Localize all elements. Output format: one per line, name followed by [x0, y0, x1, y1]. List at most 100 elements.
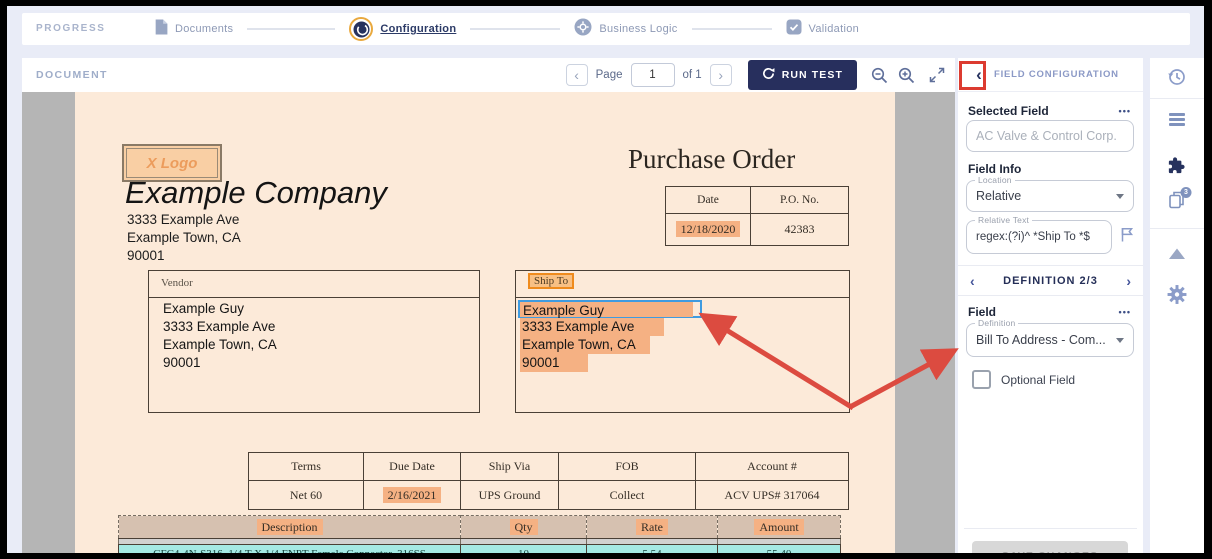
next-page-button[interactable]: ›	[709, 64, 732, 86]
upload-triangle-icon	[1169, 248, 1185, 259]
selected-field-input[interactable]	[966, 120, 1134, 152]
vendor-box: Vendor Example Guy 3333 Example Ave Exam…	[148, 270, 480, 413]
terms-table: Terms Due Date Ship Via FOB Account # Ne…	[248, 452, 849, 510]
definition-nav-label: DEFINITION 2/3	[1003, 275, 1098, 287]
more-options-icon: •••	[1118, 106, 1131, 116]
line-item-row: CFC4-4N-S316, 1/4 T X 1/4 FNPT Female Co…	[118, 544, 841, 553]
page-number-input[interactable]	[630, 63, 675, 87]
list-bars-icon	[1169, 113, 1185, 126]
step-label: Configuration	[380, 23, 457, 35]
zoom-in-icon	[898, 67, 915, 83]
flag-button[interactable]	[1119, 226, 1135, 246]
progress-label: PROGRESS	[36, 23, 106, 34]
purchase-order-title: Purchase Order	[628, 144, 796, 174]
validation-check-icon	[786, 19, 802, 40]
item-qty-cell[interactable]: 10	[460, 544, 587, 553]
configuration-icon	[349, 17, 374, 41]
qty-header-highlight[interactable]: Qty	[509, 518, 538, 535]
history-button[interactable]	[1166, 66, 1188, 91]
date-value-highlight[interactable]: 12/18/2020	[675, 221, 741, 237]
location-select[interactable]: Location Relative	[966, 175, 1134, 212]
line-items-table: Description Qty Rate Amount CFC4-4N-S316…	[118, 515, 841, 553]
layers-button[interactable]	[1168, 112, 1186, 130]
location-value: Relative	[976, 189, 1022, 203]
relative-text-label: Relative Text	[975, 215, 1033, 225]
document-panel-title: DOCUMENT	[36, 69, 108, 81]
document-canvas: X Logo Example Company 3333 Example Ave …	[22, 92, 955, 553]
settings-button[interactable]	[1167, 284, 1188, 308]
expand-icon	[929, 67, 945, 83]
save-changes-button[interactable]: SAVE CHANGES	[972, 541, 1128, 553]
vendor-lines: Example Guy 3333 Example Ave Example Tow…	[163, 301, 277, 370]
ship-to-label-highlight[interactable]: Ship To	[528, 273, 575, 289]
chevron-left-icon: ‹	[976, 64, 982, 84]
document-viewer-panel: DOCUMENT ‹ Page of 1 › RUN TEST	[22, 58, 955, 553]
zoom-out-icon	[871, 67, 888, 83]
field-highlight[interactable]: 90001	[520, 354, 588, 372]
field-more-options-button[interactable]: •••	[1119, 307, 1131, 317]
step-label: Validation	[808, 23, 860, 35]
definition-prev-button[interactable]: ‹	[970, 274, 975, 288]
prev-page-button[interactable]: ‹	[565, 64, 588, 86]
more-options-icon: •••	[1118, 307, 1131, 317]
description-header-highlight[interactable]: Description	[256, 518, 323, 535]
chevron-down-icon	[1116, 193, 1124, 199]
page-of-label: of 1	[682, 69, 702, 81]
ship-to-lines: Example Guy 3333 Example Ave Example Tow…	[518, 300, 702, 372]
purchase-order-page: X Logo Example Company 3333 Example Ave …	[75, 92, 895, 553]
location-label: Location	[975, 175, 1015, 185]
item-rate-cell[interactable]: 5.54	[586, 544, 718, 553]
puzzle-icon	[1168, 157, 1185, 174]
selected-field-region[interactable]: Example Guy	[518, 300, 702, 318]
po-no-header: P.O. No.	[750, 186, 849, 214]
gear-icon	[1167, 285, 1187, 304]
document-toolbar: DOCUMENT ‹ Page of 1 › RUN TEST	[22, 58, 955, 92]
relative-text-value: regex:(?i)^ *Ship To *$	[976, 231, 1090, 243]
progress-bar: PROGRESS Documents Configuration Bu	[22, 13, 1190, 45]
selected-field-label: Selected Field	[968, 104, 1049, 118]
company-logo: X Logo	[122, 144, 222, 182]
panel-title: FIELD CONFIGURATION	[994, 69, 1119, 80]
field-highlight[interactable]: 3333 Example Ave	[520, 318, 665, 336]
date-header: Date	[665, 186, 751, 214]
sync-icon	[762, 67, 775, 83]
chevron-right-icon: ›	[718, 67, 724, 83]
upload-button[interactable]	[1167, 247, 1187, 264]
step-label: Business Logic	[599, 23, 678, 35]
zoom-in-button[interactable]	[898, 67, 915, 84]
run-test-button[interactable]: RUN TEST	[747, 60, 857, 90]
item-description-cell[interactable]: CFC4-4N-S316, 1/4 T X 1/4 FNPT Female Co…	[118, 544, 461, 553]
company-address: 3333 Example Ave Example Town, CA 90001	[127, 212, 241, 263]
chevron-left-icon: ‹	[574, 67, 579, 83]
page-label: Page	[595, 69, 623, 81]
chevron-right-icon: ›	[1126, 273, 1131, 289]
logo-text: X Logo	[146, 154, 198, 172]
ship-to-box: Ship To Example Guy 3333 Example Ave Exa…	[515, 270, 850, 413]
history-clock-icon	[1168, 69, 1185, 85]
app-background: PROGRESS Documents Configuration Bu	[7, 6, 1204, 553]
item-amount-cell[interactable]: 55.40	[717, 544, 841, 553]
selected-field-more-options-button[interactable]: •••	[1119, 106, 1131, 116]
definition-next-button[interactable]: ›	[1126, 274, 1131, 288]
amount-header-highlight[interactable]: Amount	[754, 518, 804, 535]
documents-badge-button[interactable]: 3	[1168, 187, 1192, 213]
field-configuration-tool-button[interactable]	[1166, 155, 1188, 180]
field-highlight[interactable]: Example Town, CA	[520, 336, 650, 354]
document-file-icon	[154, 19, 168, 40]
step-business-logic[interactable]: Business Logic	[574, 18, 677, 41]
run-test-label: RUN TEST	[781, 69, 843, 81]
step-configuration[interactable]: Configuration	[349, 17, 456, 41]
relative-text-field[interactable]: Relative Text regex:(?i)^ *Ship To *$	[966, 215, 1112, 254]
fullscreen-button[interactable]	[929, 67, 945, 83]
due-date-highlight[interactable]: 2/16/2021	[382, 486, 442, 503]
chevron-down-icon	[1116, 337, 1124, 343]
field-label: Field	[968, 305, 997, 319]
collapse-panel-button[interactable]: ‹	[968, 63, 990, 87]
optional-field-checkbox[interactable]	[972, 370, 991, 389]
definition-label: Definition	[975, 318, 1019, 328]
zoom-out-button[interactable]	[871, 67, 888, 84]
definition-select[interactable]: Definition Bill To Address - Com...	[966, 318, 1134, 357]
rate-header-highlight[interactable]: Rate	[636, 518, 668, 535]
step-documents[interactable]: Documents	[154, 19, 233, 40]
step-validation[interactable]: Validation	[786, 19, 860, 40]
